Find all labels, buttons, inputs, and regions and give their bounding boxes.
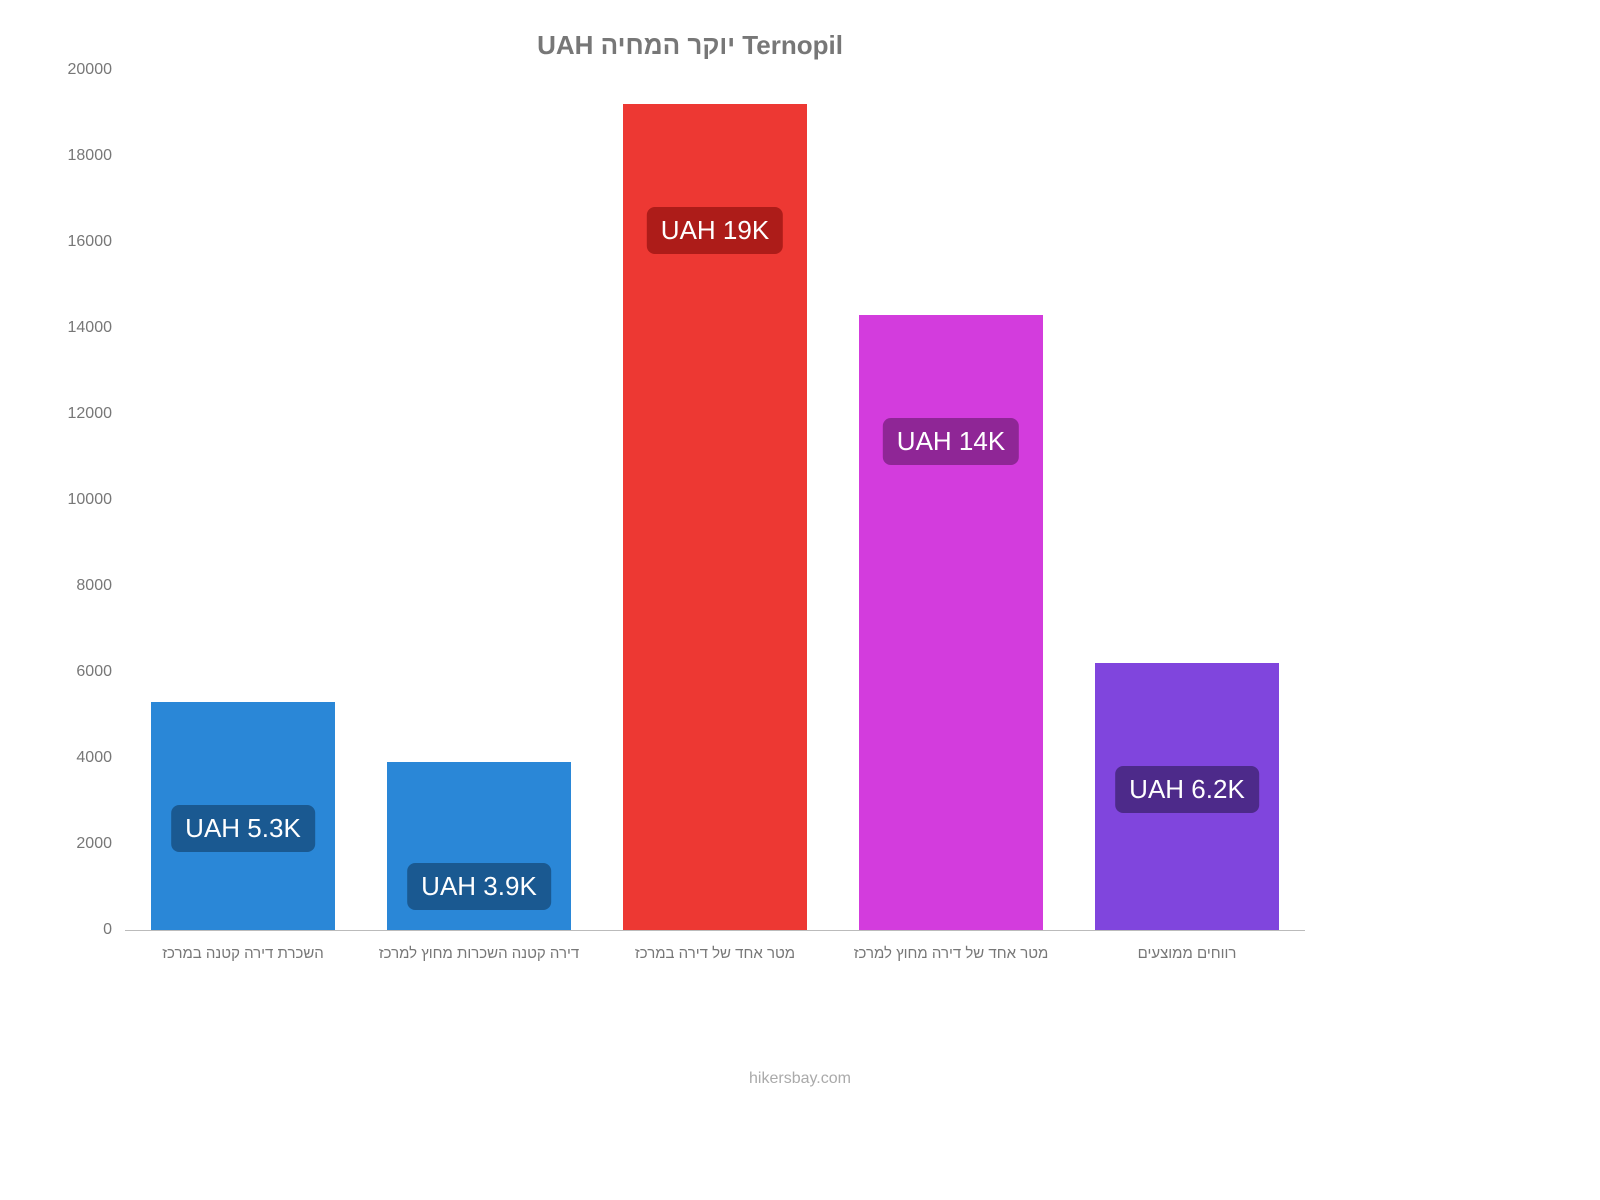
x-axis-labels: השכרת דירה קטנה במרכז דירה קטנה השכרות מח… [125,931,1305,971]
x-tick-label: השכרת דירה קטנה במרכז [162,945,324,962]
y-tick: 6000 [52,663,112,681]
bar-value-label: UAH 5.3K [171,805,315,852]
x-tick-label: מטר אחד של דירה במרכז [635,945,795,962]
chart-footer: hikersbay.com [0,1070,1600,1088]
chart-container: UAH יוקר המחיה Ternopil 0200040006000800… [50,30,1330,1010]
bar-value-label: UAH 3.9K [407,863,551,910]
bar: UAH 3.9K [387,762,571,930]
bar: UAH 19K [623,104,807,930]
y-tick: 12000 [52,405,112,423]
y-tick: 14000 [52,319,112,337]
bar-value-label: UAH 14K [883,418,1019,465]
bar-value-label: UAH 19K [647,207,783,254]
y-tick: 2000 [52,835,112,853]
x-tick-label: דירה קטנה השכרות מחוץ למרכז [379,945,579,962]
bar-value-label: UAH 6.2K [1115,766,1259,813]
x-tick-label: מטר אחד של דירה מחוץ למרכז [854,945,1049,962]
y-tick: 10000 [52,491,112,509]
y-tick: 18000 [52,147,112,165]
bar: UAH 14K [859,315,1043,930]
x-tick-label: רווחים ממוצעים [1138,945,1237,962]
y-tick: 20000 [52,61,112,79]
plot-area: 0200040006000800010000120001400016000180… [125,71,1305,931]
chart-title: UAH יוקר המחיה Ternopil [50,30,1330,61]
y-axis: 0200040006000800010000120001400016000180… [50,71,120,930]
y-tick: 0 [52,921,112,939]
bar: UAH 6.2K [1095,663,1279,930]
bar: UAH 5.3K [151,702,335,930]
y-tick: 16000 [52,233,112,251]
y-tick: 8000 [52,577,112,595]
y-tick: 4000 [52,749,112,767]
